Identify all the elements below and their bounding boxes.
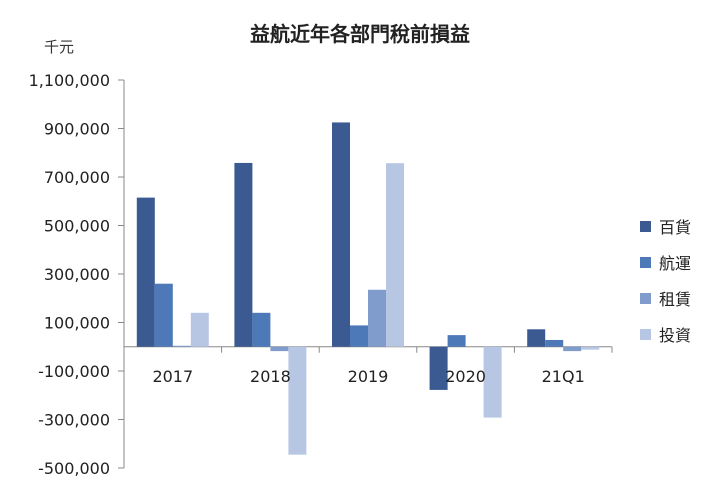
bar-航運-2018 <box>252 312 271 347</box>
legend-label: 投資 <box>659 326 692 345</box>
y-tick-label: -100,000 <box>38 362 110 381</box>
x-category-label: 2018 <box>250 367 291 386</box>
chart-title: 益航近年各部門稅前損益 <box>250 22 470 46</box>
x-category-label: 2017 <box>152 367 193 386</box>
bar-投資-21Q1 <box>581 346 600 350</box>
bar-百貨-2020 <box>429 346 448 390</box>
bar-航運-21Q1 <box>545 339 564 347</box>
legend-swatch <box>640 256 651 268</box>
bar-租賃-2017 <box>172 345 191 347</box>
bar-租賃-2018 <box>270 346 289 352</box>
x-category-label: 21Q1 <box>542 367 585 386</box>
bar-投資-2017 <box>190 312 209 347</box>
y-tick-label: 900,000 <box>44 120 110 139</box>
bar-百貨-2019 <box>332 122 350 347</box>
legend-label: 航運 <box>659 254 692 273</box>
bar-投資-2020 <box>483 346 502 418</box>
bar-百貨-21Q1 <box>527 329 546 347</box>
bar-航運-2019 <box>350 325 368 347</box>
y-tick-label: 700,000 <box>44 168 110 187</box>
legend-swatch <box>640 220 651 232</box>
legend-item: 租賃 <box>640 280 716 316</box>
bar-租賃-2019 <box>368 289 386 347</box>
bar-航運-2017 <box>154 283 173 347</box>
legend-swatch <box>640 328 651 340</box>
y-tick-label: -500,000 <box>38 459 110 478</box>
bar-百貨-2017 <box>136 197 155 347</box>
y-tick-label: 100,000 <box>44 314 110 333</box>
legend-item: 百貨 <box>640 208 716 244</box>
legend-swatch <box>640 292 651 304</box>
y-tick-label: -300,000 <box>38 411 110 430</box>
x-category-label: 2019 <box>348 367 389 386</box>
unit-label: 千元 <box>44 38 75 56</box>
bar-百貨-2018 <box>234 162 253 347</box>
legend-item: 投資 <box>640 316 716 352</box>
legend-item: 航運 <box>640 244 716 280</box>
y-tick-label: 500,000 <box>44 217 110 236</box>
legend-label: 百貨 <box>659 218 692 237</box>
legend: 百貨 航運 租賃 投資 <box>640 208 716 352</box>
bar-租賃-21Q1 <box>563 346 582 352</box>
legend-label: 租賃 <box>659 290 692 309</box>
x-category-label: 2020 <box>445 367 486 386</box>
bar-投資-2019 <box>386 163 404 347</box>
bar-航運-2020 <box>447 335 466 347</box>
y-tick-label: 1,100,000 <box>29 71 110 90</box>
y-tick-label: 300,000 <box>44 265 110 284</box>
bar-投資-2018 <box>288 346 307 455</box>
